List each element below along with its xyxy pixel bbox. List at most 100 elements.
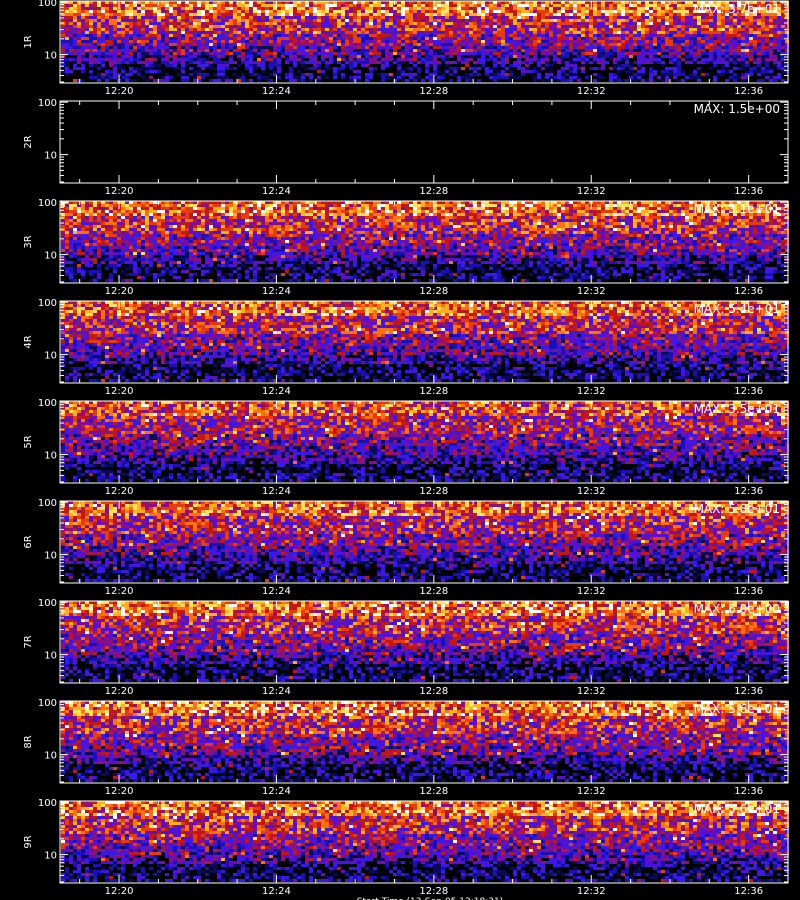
heatmap-cell: [477, 4, 481, 7]
heatmap-cell: [213, 4, 217, 7]
heatmap-cell: [553, 4, 557, 7]
heatmap-cell: [373, 4, 377, 7]
heatmap-cell: [165, 7, 169, 10]
heatmap-cell: [369, 4, 373, 7]
heatmap-cell: [105, 4, 109, 7]
heatmap-cell: [673, 16, 677, 19]
heatmap-cell: [505, 4, 509, 7]
heatmap-cell: [209, 16, 213, 19]
heatmap-cell: [269, 7, 273, 10]
heatmap-cell: [237, 13, 241, 16]
heatmap-cell: [553, 13, 557, 16]
heatmap-cell: [217, 10, 221, 13]
heatmap-cell: [109, 7, 113, 10]
heatmap-cell: [561, 13, 565, 16]
heatmap-cell: [673, 13, 677, 16]
heatmap-cell: [533, 4, 537, 7]
heatmap-cell: [269, 16, 273, 19]
heatmap-cell: [309, 4, 313, 7]
heatmap-cell: [577, 4, 581, 7]
heatmap-cell: [429, 7, 433, 10]
heatmap-cell: [309, 13, 313, 16]
heatmap-cell: [157, 13, 161, 16]
heatmap-cell: [553, 10, 557, 13]
heatmap-cell: [181, 10, 185, 13]
heatmap-cell: [169, 13, 173, 16]
heatmap-cell: [581, 13, 585, 16]
heatmap-cell: [161, 4, 165, 7]
heatmap-cell: [513, 13, 517, 16]
heatmap-cell: [609, 16, 613, 19]
heatmap-cell: [637, 13, 641, 16]
heatmap-cell: [601, 7, 605, 10]
heatmap-cell: [329, 13, 333, 16]
heatmap-cell: [293, 16, 297, 19]
heatmap-cell: [589, 16, 593, 19]
heatmap-cell: [85, 7, 89, 10]
heatmap-cell: [65, 4, 69, 7]
heatmap-cell: [69, 7, 73, 10]
heatmap-cell: [97, 16, 101, 19]
heatmap-cell: [465, 4, 469, 7]
heatmap-cell: [533, 16, 537, 19]
heatmap-cell: [113, 10, 117, 13]
heatmap-cell: [393, 7, 397, 10]
heatmap-cell: [641, 7, 645, 10]
heatmap-cell: [517, 13, 521, 16]
heatmap-cell: [389, 13, 393, 16]
heatmap-cell: [557, 13, 561, 16]
heatmap-cell: [425, 10, 429, 13]
heatmap-cell: [609, 4, 613, 7]
heatmap-cell: [581, 16, 585, 19]
heatmap-cell: [269, 13, 273, 16]
heatmap-cell: [249, 10, 253, 13]
heatmap-cell: [469, 10, 473, 13]
heatmap-cell: [477, 10, 481, 13]
heatmap-cell: [297, 7, 301, 10]
heatmap-cell: [345, 13, 349, 16]
heatmap-cell: [137, 7, 141, 10]
heatmap-cell: [277, 10, 281, 13]
heatmap-cell: [253, 13, 257, 16]
panel-1r: 1001012:20 12:24 12:28 12:32 12:361RMAX: 3.7…: [23, 0, 789, 97]
heatmap-cell: [501, 16, 505, 19]
heatmap-cell: [209, 10, 213, 13]
heatmap-cell: [381, 7, 385, 10]
heatmap-cell: [89, 13, 93, 16]
heatmap-cell: [617, 13, 621, 16]
heatmap-cell: [453, 4, 457, 7]
heatmap-cell: [537, 16, 541, 19]
heatmap-cell: [305, 13, 309, 16]
heatmap-cell: [329, 7, 333, 10]
heatmap-cell: [321, 16, 325, 19]
heatmap-cell: [629, 7, 633, 10]
heatmap-cell: [625, 10, 629, 13]
heatmap-cell: [633, 4, 637, 7]
heatmap-cell: [469, 4, 473, 7]
heatmap-cell: [257, 10, 261, 13]
heatmap-cell: [445, 7, 449, 10]
heatmap-cell: [301, 7, 305, 10]
heatmap-cell: [677, 13, 681, 16]
heatmap-cell: [617, 10, 621, 13]
heatmap-cell: [233, 10, 237, 13]
heatmap-cell: [665, 10, 669, 13]
heatmap-cell: [357, 7, 361, 10]
heatmap-cell: [493, 4, 497, 7]
heatmap-cell: [501, 7, 505, 10]
heatmap-cell: [129, 7, 133, 10]
heatmap-cell: [505, 13, 509, 16]
heatmap-cell: [309, 7, 313, 10]
heatmap-cell: [313, 7, 317, 10]
heatmap-cell: [357, 13, 361, 16]
heatmap-cell: [233, 7, 237, 10]
heatmap-cell: [177, 13, 181, 16]
heatmap-cell: [361, 13, 365, 16]
heatmap-cell: [201, 16, 205, 19]
heatmap-cell: [485, 13, 489, 16]
heatmap-cell: [585, 10, 589, 13]
heatmap-cell: [229, 16, 233, 19]
heatmap-cell: [185, 4, 189, 7]
heatmap-cell: [669, 7, 673, 10]
